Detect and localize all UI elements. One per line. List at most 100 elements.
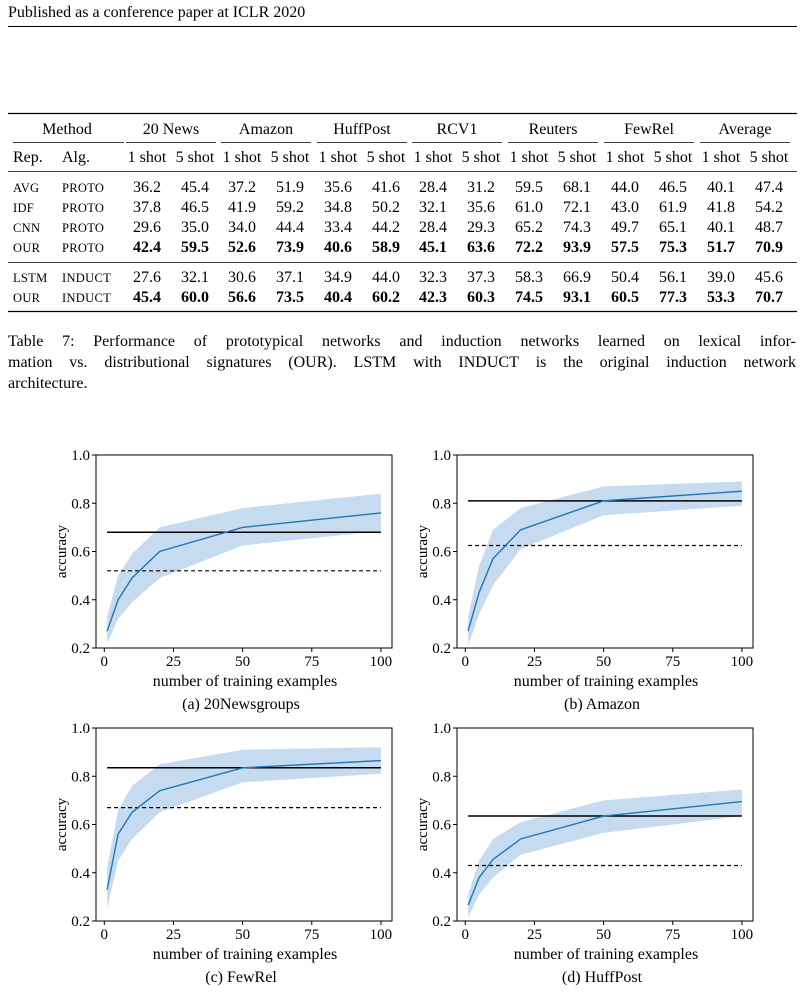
- x-tick-label: 25: [527, 927, 542, 943]
- table-cell: 35.6: [467, 199, 495, 216]
- table-cell: 40.1: [707, 179, 735, 196]
- y-tick-label: 0.6: [432, 545, 451, 561]
- shot-5-header: 5 shot: [558, 149, 597, 166]
- dataset-header: Reuters: [529, 121, 578, 138]
- table-cell: 46.5: [181, 199, 209, 216]
- chart-panel: 0.2 0.4 0.6 0.8 1.0 0 25 50 75 100 accuracy number …: [415, 721, 754, 986]
- y-tick-label: 0.4: [71, 593, 90, 609]
- shot-1-header: 1 shot: [414, 149, 453, 166]
- table-cell: 73.9: [276, 239, 304, 256]
- caption-line2-c: with: [396, 354, 459, 371]
- y-tick-label: 0.6: [432, 818, 451, 834]
- table-cell: 58.9: [372, 239, 400, 256]
- row-alg: INDUCT: [62, 291, 111, 305]
- table-cell: 44.4: [276, 219, 304, 236]
- table-cell: 47.4: [755, 179, 783, 196]
- table-cell: 70.9: [755, 239, 783, 256]
- y-tick-label: 0.4: [71, 866, 90, 882]
- y-axis-label: accuracy: [415, 524, 431, 578]
- mean-accuracy-line: [467, 490, 742, 632]
- table-caption: Table 7: Performance of prototypical net…: [8, 331, 796, 394]
- table-cell: 36.2: [133, 179, 161, 196]
- table-cell: 58.3: [515, 269, 543, 286]
- x-tick-label: 75: [304, 927, 319, 943]
- x-tick-label: 25: [527, 654, 542, 670]
- dataset-header: Average: [719, 121, 772, 138]
- table-cell: 45.4: [181, 179, 209, 196]
- table-cell: 93.1: [563, 289, 591, 306]
- table-cell: 74.3: [563, 219, 591, 236]
- table-cell: 45.4: [133, 289, 161, 306]
- row-alg: PROTO: [62, 241, 104, 255]
- x-tick-label: 0: [462, 654, 470, 670]
- x-tick-label: 0: [101, 927, 109, 943]
- table-cell: 65.1: [659, 219, 687, 236]
- chart-panel: 0.2 0.4 0.6 0.8 1.0 0 25 50 75 100 accuracy number …: [415, 448, 754, 713]
- col-alg: Alg.: [62, 149, 90, 166]
- row-alg: INDUCT: [62, 271, 111, 285]
- header-rule: [8, 26, 797, 27]
- table-cell: 50.4: [611, 269, 639, 286]
- table-cell: 44.0: [611, 179, 639, 196]
- x-tick-label: 100: [731, 927, 754, 943]
- x-tick-label: 50: [596, 927, 611, 943]
- caption-line2-b: ).: [327, 354, 337, 371]
- table-cell: 44.0: [372, 269, 400, 286]
- col-rep: Rep.: [13, 149, 43, 166]
- row-rep: IDF: [13, 201, 34, 215]
- table-cell: 42.3: [419, 289, 447, 306]
- table-cell: 60.2: [372, 289, 400, 306]
- table-cell: 72.2: [515, 239, 543, 256]
- y-tick-label: 0.4: [432, 593, 451, 609]
- table-cell: 53.3: [707, 289, 735, 306]
- table-cell: 52.6: [228, 239, 256, 256]
- col-method: Method: [42, 121, 92, 138]
- x-tick-label: 75: [665, 927, 680, 943]
- confidence-band: [107, 493, 381, 644]
- table-cell: 43.0: [611, 199, 639, 216]
- subfigure-caption: (b) Amazon: [564, 696, 640, 713]
- table-cell: 61.9: [659, 199, 687, 216]
- table-cell: 59.5: [515, 179, 543, 196]
- caption-line3: architecture.: [8, 375, 88, 392]
- shot-5-header: 5 shot: [176, 149, 215, 166]
- caption-our: OUR: [293, 354, 328, 371]
- row-rep: OUR: [13, 291, 41, 305]
- table-cell: 28.4: [419, 219, 447, 236]
- y-tick-label: 0.8: [71, 769, 90, 785]
- shot-5-header: 5 shot: [654, 149, 693, 166]
- x-axis-label: number of training examples: [153, 673, 337, 690]
- mean-accuracy-line: [467, 800, 742, 906]
- dataset-header: FewRel: [624, 121, 674, 138]
- row-rep: LSTM: [13, 271, 48, 285]
- y-tick-label: 1.0: [71, 448, 90, 464]
- y-tick-label: 0.2: [432, 914, 451, 930]
- table-cell: 46.5: [659, 179, 687, 196]
- caption-label: Table 7:: [8, 333, 75, 350]
- row-rep: AVG: [13, 181, 39, 195]
- y-tick-label: 0.2: [71, 914, 90, 930]
- shot-5-header: 5 shot: [271, 149, 310, 166]
- table-cell: 77.3: [659, 289, 687, 306]
- table-cell: 34.9: [324, 269, 352, 286]
- shot-1-header: 1 shot: [319, 149, 358, 166]
- table-cell: 49.7: [611, 219, 639, 236]
- table-cell: 75.3: [659, 239, 687, 256]
- table-cell: 35.6: [324, 179, 352, 196]
- table-cell: 44.2: [372, 219, 400, 236]
- table-cell: 93.9: [563, 239, 591, 256]
- caption-line2-d: is the original induction network: [518, 354, 796, 371]
- shot-1-header: 1 shot: [510, 149, 549, 166]
- y-tick-label: 0.8: [432, 496, 451, 512]
- chart-panel: 0.2 0.4 0.6 0.8 1.0 0 25 50 75 100 accuracy number …: [54, 448, 393, 713]
- chart-panel: 0.2 0.4 0.6 0.8 1.0 0 25 50 75 100 accuracy number …: [54, 721, 393, 986]
- table-cell: 51.7: [707, 239, 735, 256]
- table-cell: 41.8: [707, 199, 735, 216]
- table-cell: 40.1: [707, 219, 735, 236]
- table-cell: 74.5: [515, 289, 543, 306]
- x-tick-label: 25: [166, 654, 181, 670]
- row-rep: CNN: [13, 221, 40, 235]
- table-cell: 59.2: [276, 199, 304, 216]
- table-cell: 50.2: [372, 199, 400, 216]
- table-cell: 28.4: [419, 179, 447, 196]
